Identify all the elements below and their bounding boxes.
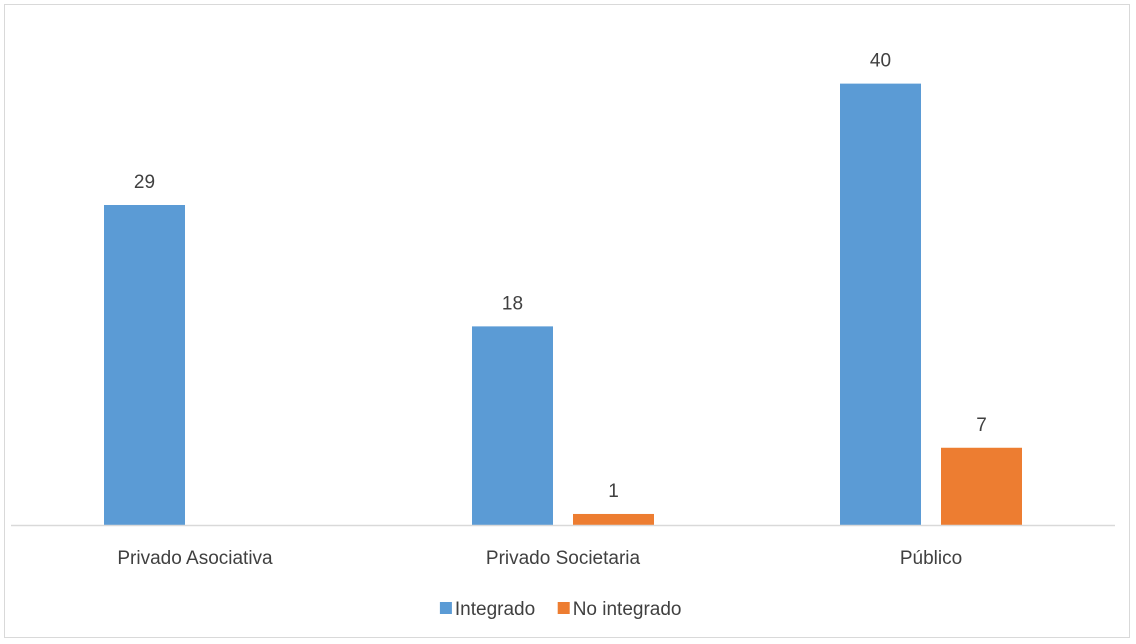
category-label: Privado Societaria <box>486 548 641 569</box>
bar-integrado-2 <box>840 83 921 525</box>
legend-label: No integrado <box>573 599 682 620</box>
data-label: 40 <box>870 51 891 72</box>
category-label: Público <box>900 548 962 569</box>
chart-frame: 29 18 1 40 7 Privado Asociativa Privado Socie… <box>4 4 1130 638</box>
category-label: Privado Asociativa <box>117 548 273 569</box>
data-labels-layer: 29 18 1 40 7 <box>134 51 987 502</box>
data-label: 1 <box>608 481 619 502</box>
bar-no-integrado-2 <box>941 447 1022 525</box>
bars-layer <box>104 83 1022 525</box>
data-label: 18 <box>502 293 523 314</box>
legend-swatch <box>557 602 570 614</box>
legend: Integrado No integrado <box>439 599 682 620</box>
data-label: 29 <box>134 172 155 193</box>
data-label: 7 <box>976 415 987 436</box>
legend-label: Integrado <box>455 599 535 620</box>
bar-integrado-1 <box>472 326 553 525</box>
bar-chart: 29 18 1 40 7 Privado Asociativa Privado Socie… <box>11 51 1115 620</box>
legend-swatch <box>439 602 452 614</box>
category-axis-labels: Privado Asociativa Privado Societaria Públ… <box>117 548 962 569</box>
bar-integrado-0 <box>104 205 185 525</box>
bar-no-integrado-1 <box>573 513 654 525</box>
